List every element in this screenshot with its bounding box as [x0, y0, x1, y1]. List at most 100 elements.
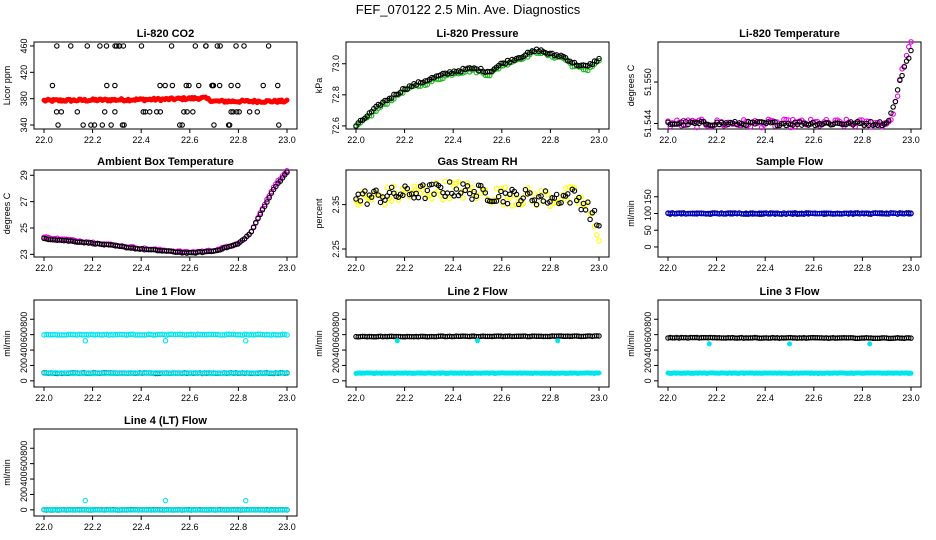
co2-outliers-point: [217, 43, 223, 49]
rh-black-point: [547, 198, 553, 205]
rh-black-point: [431, 191, 437, 197]
pressure-black-point: [406, 83, 413, 89]
rh-black-point: [420, 182, 426, 188]
ltemp-black-point: [674, 121, 680, 127]
box_temp-xtick-label: 23.0: [278, 263, 296, 273]
line3-ytick-label: 0: [643, 378, 653, 383]
sample_flow-xtick-label: 23.0: [902, 263, 920, 273]
rh-xtick-label: 23.0: [590, 263, 608, 273]
pressure-black-series: [353, 46, 602, 129]
l2-cyan-point: [474, 338, 480, 344]
co2-outliers-point: [91, 122, 98, 128]
line3-xtick-label: 22.8: [854, 393, 872, 403]
l4-cyan-series: [41, 497, 290, 513]
sample_flow-ylabel: ml/min: [626, 200, 636, 227]
line1-ytick-label: 200: [19, 358, 29, 373]
rh-black-point: [571, 188, 578, 194]
co2-outliers-point: [101, 109, 108, 115]
ltemp-black-point: [892, 98, 899, 105]
line1-ytick-label: 800: [19, 312, 29, 327]
co2-outliers-point: [84, 43, 91, 49]
pressure-xtick-label: 22.4: [444, 135, 462, 145]
rh-black-point: [585, 199, 591, 205]
line2-chart: Line 2 Flow ml/min 22.0 22.2 22.4 22.6 22.8 23.…: [314, 286, 610, 403]
ltemp-black-point: [894, 87, 901, 93]
l3-cyan-point: [908, 370, 914, 376]
co2-outliers-point: [112, 43, 118, 49]
ltemp-black-point: [888, 110, 894, 116]
rh-black-point: [469, 196, 475, 202]
ltemp-black-point: [856, 120, 863, 127]
line1-xtick-label: 22.6: [181, 393, 199, 403]
co2-outliers-point: [211, 122, 217, 128]
co2-outliers-point: [210, 82, 217, 89]
pressure-black-point: [565, 58, 571, 64]
rh-yellow-point: [594, 232, 600, 238]
co2-outliers-point: [254, 109, 261, 115]
rh-black-point: [582, 207, 589, 213]
co2-outliers-point: [181, 109, 187, 115]
co2-outliers-point: [103, 43, 110, 49]
rh-black-point: [520, 195, 526, 201]
line1-xtick-label: 22.2: [84, 393, 102, 403]
l1-cyan-point: [162, 338, 169, 344]
box_temp-xtick-label: 22.8: [230, 263, 248, 273]
line4-xtick-label: 22.2: [84, 522, 102, 532]
licor_temp-xtick-label: 22.8: [854, 135, 872, 145]
sample_flow-xtick-label: 22.2: [708, 263, 726, 273]
co2-outliers-point: [225, 122, 232, 128]
licor_temp-xtick-label: 22.4: [756, 135, 774, 145]
boxtemp-black-point: [248, 229, 255, 235]
line1-xtick-label: 22.0: [35, 393, 53, 403]
rh-black-point: [424, 187, 431, 194]
line2-ytick-label: 0: [331, 378, 341, 383]
co2-outliers-point: [230, 109, 236, 115]
ltemp-black-point: [827, 122, 834, 128]
ltemp-black-point: [698, 118, 705, 125]
ltemp-black-point: [774, 122, 780, 129]
line2-ytick-label: 800: [331, 312, 341, 327]
ltemp-black-point: [743, 122, 749, 129]
boxtemp-black-point: [264, 199, 270, 205]
rh-black-point: [591, 207, 598, 214]
rh-ylabel: percent: [314, 198, 324, 229]
co2-outliers-point: [235, 82, 241, 89]
rh-black-point: [495, 193, 502, 200]
rh-xtick-label: 22.4: [444, 263, 462, 273]
co2-outliers-point: [58, 109, 65, 115]
pressure-xtick-label: 22.6: [493, 135, 511, 145]
ltemp-black-point: [901, 64, 908, 70]
co2-outliers-point: [104, 82, 110, 89]
co2-outliers-point: [157, 82, 163, 89]
licor_temp-title: Li-820 Temperature: [739, 28, 840, 40]
rh-yellow-point: [502, 184, 509, 191]
pressure-black-point: [386, 95, 393, 102]
co2-outliers-point: [121, 122, 127, 128]
rh-yellow-point: [596, 238, 602, 244]
line1-ytick-label: 600: [19, 327, 29, 342]
line3-xtick-label: 22.4: [756, 393, 774, 403]
line1-ytick-label: 0: [19, 378, 29, 383]
pressure-xtick-label: 22.2: [396, 135, 414, 145]
co2-outliers-point: [74, 109, 81, 115]
line4-chart: Line 4 (LT) Flow ml/min 22.0 22.2 22.4 22.6 22…: [2, 415, 298, 532]
co2-xtick-label: 22.2: [84, 135, 102, 145]
line2-xtick-label: 22.6: [493, 393, 511, 403]
rh-black-point: [493, 198, 500, 204]
rh-black-point: [542, 188, 549, 194]
co2-outliers-point: [241, 43, 247, 49]
line3-title: Line 3 Flow: [760, 286, 820, 298]
rh-yellow-point: [469, 184, 475, 191]
line1-ylabel: ml/min: [2, 330, 12, 357]
licor_temp-xtick-label: 23.0: [902, 135, 920, 145]
rh-yellow-point: [368, 197, 375, 203]
l4-cyan-point: [162, 497, 169, 504]
rh-black-point: [382, 197, 388, 203]
co2-outliers-point: [233, 109, 240, 115]
line4-ytick-label: 0: [19, 507, 29, 512]
line4-xtick-label: 22.4: [132, 522, 150, 532]
co2-outliers-point: [169, 82, 176, 89]
co2-outliers-point: [140, 109, 147, 115]
co2-outliers-point: [228, 82, 234, 89]
pressure-ytick-label: 72.8: [331, 86, 341, 104]
